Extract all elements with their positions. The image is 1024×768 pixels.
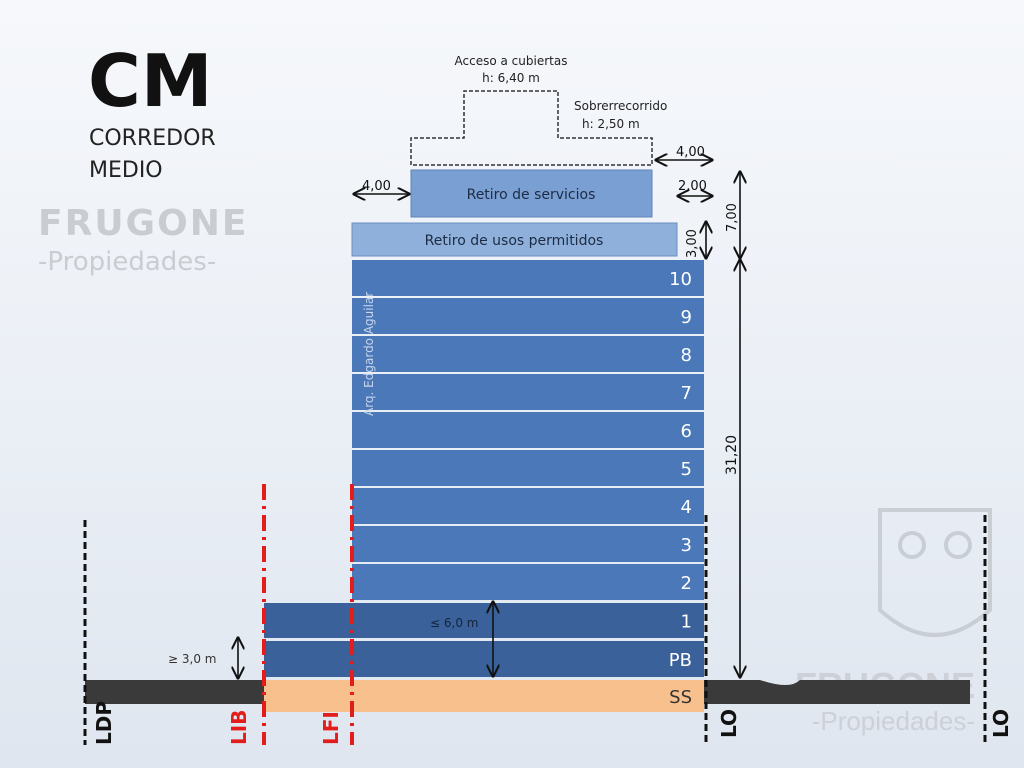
floor-3 [352, 526, 704, 562]
floor-label: SS [669, 687, 692, 708]
shield-icon [878, 508, 992, 637]
permitted-label: Retiro de usos permitidos [425, 233, 604, 249]
services-label: Retiro de servicios [467, 187, 596, 203]
key-icon [898, 531, 926, 559]
floor-label: 7 [681, 383, 692, 404]
floor-label: 6 [681, 421, 692, 442]
overrun-label: Sobrerrecorrido [574, 99, 667, 113]
floor-9 [352, 298, 704, 334]
dim-services-right: 2,00 [678, 179, 707, 194]
dim-min-height: ≥ 3,0 m [168, 652, 216, 666]
ground-left [85, 680, 264, 704]
dim-3: 3,00 [685, 229, 700, 258]
floor-6 [352, 412, 704, 448]
dim-total: 31,20 [724, 435, 740, 475]
permitted-block [351, 222, 678, 257]
lib-label: LIB [227, 710, 251, 745]
dim-top-right: 4,00 [676, 145, 705, 160]
ldp-label: LDP [92, 701, 116, 745]
floor-label: 5 [681, 459, 692, 480]
floor-PB [264, 641, 704, 677]
floor-label: PB [669, 650, 692, 671]
dimension-arrows [238, 160, 740, 678]
floor-10 [352, 260, 704, 296]
author-credit: Arq. Edgardo Aguilar [362, 292, 376, 416]
floor-label: 9 [681, 307, 692, 328]
services-block [410, 169, 653, 218]
watermark-sub: -Propiedades- [38, 247, 216, 277]
floor-2 [352, 564, 704, 600]
floor-label: 3 [681, 535, 692, 556]
logo-code: CM [88, 39, 213, 123]
ground-right [704, 680, 970, 704]
floors: 10 9 8 7 6 5 4 3 2 1 PB SS [264, 260, 704, 712]
floor-label: 4 [681, 497, 692, 518]
floor-SS [264, 680, 704, 712]
floor-4 [352, 488, 704, 524]
floor-label: 1 [681, 612, 692, 633]
rooftop-outline [410, 90, 653, 166]
overrun-height: h: 2,50 m [582, 117, 640, 131]
dim-7: 7,00 [725, 203, 740, 232]
floor-7 [352, 374, 704, 410]
logo: CM CORREDOR MEDIO FRUGONE -Propiedades- [38, 39, 248, 277]
access-height: h: 6,40 m [482, 71, 540, 85]
watermark-sub-right: -Propiedades- [812, 706, 975, 736]
logo-line1: CORREDOR [89, 126, 216, 151]
floor-8 [352, 336, 704, 372]
floor-5 [352, 450, 704, 486]
floor-label: 8 [681, 345, 692, 366]
lfi-label: LFI [319, 711, 343, 745]
access-label: Acceso a cubiertas [455, 54, 568, 68]
dim-services-left: 4,00 [362, 179, 391, 194]
floor-label: 10 [669, 269, 692, 290]
floor-label: 2 [681, 573, 692, 594]
key-icon [944, 531, 972, 559]
lo-right-label: LO [989, 709, 1013, 738]
watermark-brand: FRUGONE [38, 203, 248, 244]
logo-line2: MEDIO [89, 158, 163, 183]
dim-podium: ≤ 6,0 m [430, 616, 478, 630]
lo-label: LO [717, 709, 741, 738]
floor-1 [264, 603, 704, 638]
